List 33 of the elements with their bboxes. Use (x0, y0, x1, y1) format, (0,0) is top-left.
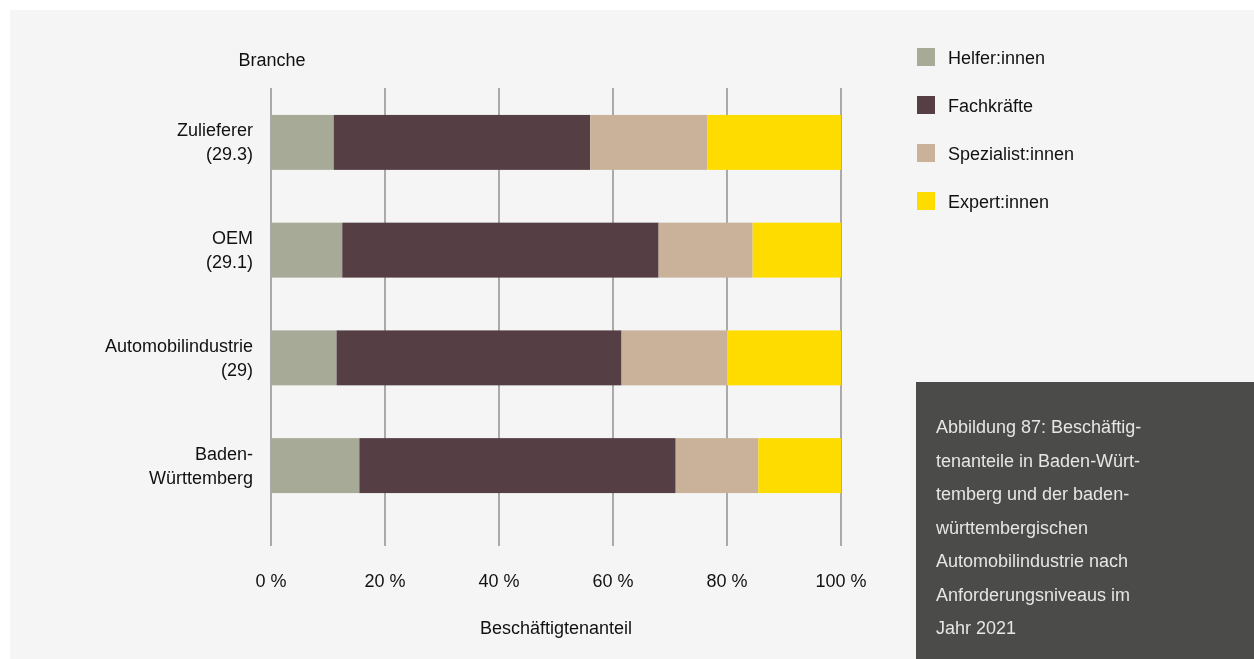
bar (752, 222, 841, 278)
y-axis-title: Branche (238, 50, 306, 70)
legend-label: Spezialist:innen (948, 144, 1075, 164)
bar (271, 114, 334, 170)
x-tick-label: 40 % (478, 571, 520, 591)
x-tick-label: 0 % (255, 571, 287, 591)
bar (658, 222, 753, 278)
x-tick-label: 60 % (592, 571, 634, 591)
y-tick-label: Automobilindustrie (29) (104, 335, 253, 380)
bar (621, 330, 727, 386)
bar (333, 114, 591, 170)
bar (342, 222, 659, 278)
x-tick-label: 20 % (364, 571, 406, 591)
bar (727, 330, 841, 386)
legend-label: Helfer:innen (948, 48, 1046, 68)
bar (758, 438, 841, 494)
legend-label: Fachkräfte (948, 96, 1034, 116)
bar (271, 438, 360, 494)
x-tick-label: 80 % (706, 571, 748, 591)
bar (707, 114, 841, 170)
text: Abbildung 87: Beschäftig- tenanteile in Baden-Würt- temberg und der baden- württembergischen Automobilindustrie nach Anforderungsniveaus im Jahr 2021 (935, 417, 1142, 638)
y-tick-label: OEM (29.1) (205, 228, 253, 273)
bar (271, 330, 337, 386)
bar (336, 330, 622, 386)
legend-label: Expert:innen (948, 192, 1050, 212)
x-axis-title: Beschäftigtenanteil (479, 618, 633, 638)
x-tick-label: 100 % (815, 571, 867, 591)
bar (271, 222, 343, 278)
bar (359, 438, 676, 494)
bar (675, 438, 759, 494)
y-tick-label: Zulieferer (29.3) (176, 120, 253, 165)
bar (590, 114, 708, 170)
y-tick-label: Baden- Württemberg (148, 443, 253, 488)
